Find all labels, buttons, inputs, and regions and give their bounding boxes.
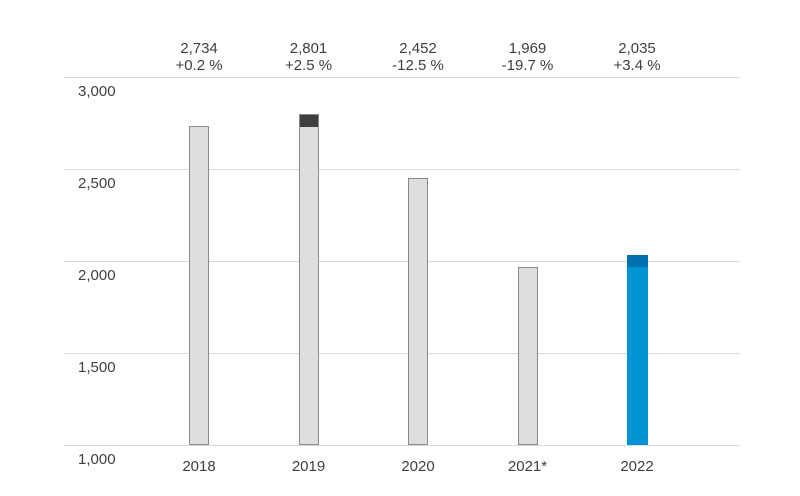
bar-change-label: +3.4 %	[613, 57, 661, 74]
bar-value-label: 2,734	[180, 40, 218, 57]
bar-change-label: -12.5 %	[392, 57, 444, 74]
x-category-label: 2022	[620, 458, 654, 475]
x-category-label: 2018	[182, 458, 216, 475]
bar-value-label: 2,035	[618, 40, 656, 57]
y-tick-label: 1,500	[78, 359, 116, 377]
bar-change-label: -19.7 %	[501, 57, 554, 74]
bar-change-label: +0.2 %	[175, 57, 223, 74]
gridline-2,000	[64, 261, 740, 263]
gridline-1,500	[64, 353, 740, 355]
y-tick-label: 2,500	[78, 175, 116, 193]
bar-value-label: 1,969	[508, 40, 547, 57]
bar-2020	[408, 178, 428, 446]
bar-cap-2019	[299, 115, 318, 128]
bar-2018	[189, 126, 209, 446]
y-tick-label: 3,000	[78, 83, 116, 101]
gridline-3,000	[64, 77, 740, 79]
x-category-label: 2021*	[507, 458, 548, 475]
x-category-label: 2019	[291, 458, 326, 475]
x-category-label: 2020	[401, 458, 435, 475]
y-tick-label: 1,000	[78, 451, 116, 469]
bar-2022	[626, 255, 648, 446]
bar-value-label: 2,452	[399, 40, 437, 57]
bar-2019	[298, 114, 319, 446]
y-tick-label: 2,000	[78, 267, 116, 285]
bar-2021*	[517, 267, 538, 446]
gridline-2,500	[64, 169, 740, 171]
bar-cap-2022	[626, 255, 648, 268]
bar-change-label: +2.5 %	[284, 57, 333, 74]
bar-value-label: 2,801	[289, 40, 328, 57]
gridline-1,000	[64, 445, 740, 447]
